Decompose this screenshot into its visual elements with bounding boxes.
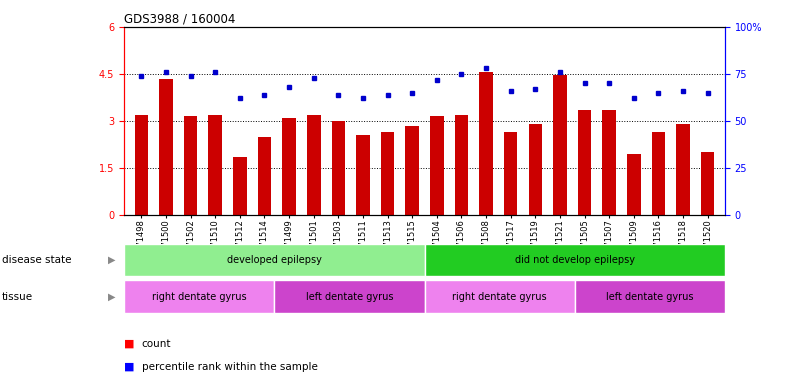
Bar (332, 121, 345, 215)
Text: ▶: ▶ (108, 291, 115, 302)
Bar (258, 137, 272, 215)
Text: right dentate gyrus: right dentate gyrus (453, 291, 547, 302)
Bar (627, 154, 641, 215)
Text: percentile rank within the sample: percentile rank within the sample (142, 362, 318, 372)
Text: ■: ■ (124, 339, 135, 349)
Bar (208, 115, 222, 215)
Text: did not develop epilepsy: did not develop epilepsy (515, 255, 634, 265)
Text: right dentate gyrus: right dentate gyrus (152, 291, 247, 302)
Bar (504, 132, 517, 215)
Text: developed epilepsy: developed epilepsy (227, 255, 322, 265)
Bar (124, 244, 425, 276)
Bar (455, 115, 469, 215)
Bar (529, 124, 542, 215)
Text: GDS3988 / 160004: GDS3988 / 160004 (124, 13, 235, 26)
Text: ▶: ▶ (108, 255, 115, 265)
Bar (124, 280, 274, 313)
Bar (425, 244, 725, 276)
Text: tissue: tissue (2, 291, 33, 302)
Bar (282, 118, 296, 215)
Bar (602, 110, 616, 215)
Text: disease state: disease state (2, 255, 71, 265)
Text: count: count (142, 339, 171, 349)
Bar (578, 110, 591, 215)
Bar (575, 280, 725, 313)
Bar (135, 115, 148, 215)
Bar (184, 116, 197, 215)
Text: left dentate gyrus: left dentate gyrus (606, 291, 694, 302)
Bar (307, 115, 320, 215)
Bar (274, 280, 425, 313)
Bar (356, 135, 370, 215)
Bar (701, 152, 714, 215)
Bar (405, 126, 419, 215)
Bar (430, 116, 444, 215)
Bar (553, 76, 567, 215)
Bar (380, 132, 394, 215)
Bar (233, 157, 247, 215)
Bar (425, 280, 575, 313)
Text: left dentate gyrus: left dentate gyrus (306, 291, 393, 302)
Bar (652, 132, 665, 215)
Text: ■: ■ (124, 362, 135, 372)
Bar (479, 72, 493, 215)
Bar (159, 79, 173, 215)
Bar (676, 124, 690, 215)
